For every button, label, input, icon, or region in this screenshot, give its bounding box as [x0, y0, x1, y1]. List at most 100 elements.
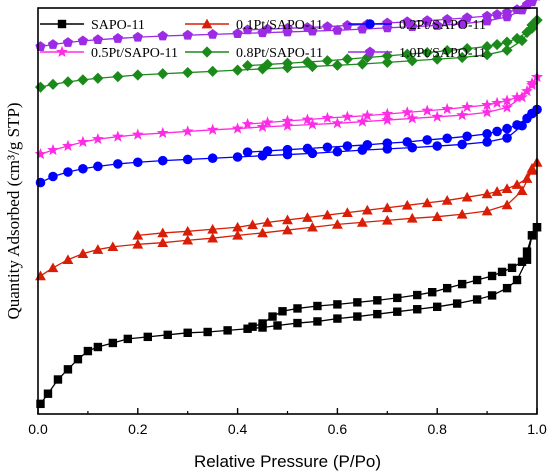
data-point: [93, 342, 103, 352]
data-point: [331, 59, 343, 71]
data-point: [331, 117, 344, 129]
data-point: [422, 15, 433, 25]
data-point: [431, 53, 443, 65]
data-point: [522, 113, 532, 124]
data-point: [361, 51, 373, 64]
data-point: [232, 28, 243, 38]
data-point: [461, 191, 473, 202]
data-point: [77, 135, 89, 147]
data-point: [78, 163, 88, 174]
data-point: [342, 20, 353, 30]
series-4-desorption-line: [247, 76, 538, 125]
data-point: [491, 96, 503, 109]
data-point: [481, 40, 493, 53]
data-point: [472, 295, 482, 304]
data-point: [501, 44, 513, 56]
data-point: [482, 137, 492, 147]
data-point: [157, 227, 169, 238]
data-point: [456, 108, 469, 121]
data-point: [182, 66, 194, 79]
data-point: [207, 232, 219, 243]
data-point: [47, 143, 59, 156]
data-point: [232, 152, 243, 162]
data-point: [432, 20, 443, 30]
data-point: [491, 38, 503, 51]
data-point: [47, 78, 59, 90]
data-point: [278, 307, 287, 316]
data-point: [206, 123, 219, 135]
data-point: [522, 255, 532, 264]
data-point: [502, 283, 512, 293]
data-point: [332, 24, 343, 35]
data-point: [356, 216, 368, 227]
data-point: [321, 111, 334, 124]
data-point: [516, 185, 528, 196]
data-point: [181, 125, 194, 137]
x-tick-label: 0.4: [228, 421, 248, 437]
data-point: [77, 248, 89, 258]
data-point: [231, 122, 244, 134]
data-point: [462, 12, 473, 23]
data-point: [34, 81, 47, 93]
data-point: [282, 224, 293, 235]
data-point: [281, 119, 294, 131]
data-point: [268, 312, 277, 321]
x-tick-label: 0.8: [427, 421, 447, 437]
data-point: [527, 231, 537, 240]
data-point: [382, 17, 393, 28]
data-point: [333, 300, 342, 309]
data-point: [281, 57, 294, 69]
data-point: [203, 327, 212, 337]
data-point: [421, 197, 433, 208]
data-point: [207, 153, 218, 164]
x-axis-title: Relative Pressure (P/Po): [194, 452, 381, 471]
data-point: [182, 234, 194, 245]
data-point: [302, 212, 313, 222]
data-point: [62, 37, 74, 47]
data-point: [132, 31, 143, 42]
data-point: [401, 199, 413, 210]
data-point: [262, 23, 273, 34]
data-point: [501, 199, 513, 210]
data-point: [341, 53, 353, 65]
data-point: [242, 147, 253, 157]
data-point: [457, 139, 467, 150]
y-axis-title: Quantity Adsorbed (cm³/g STP): [4, 102, 23, 319]
data-point: [373, 309, 382, 319]
data-point: [481, 188, 493, 199]
data-point: [108, 338, 118, 348]
legend-label: 0.8Pt/SAPO-11: [236, 46, 323, 61]
data-point: [93, 161, 103, 172]
data-point: [482, 129, 492, 139]
data-point: [256, 63, 269, 75]
data-point: [472, 275, 482, 285]
data-point: [157, 68, 169, 80]
data-point: [53, 375, 63, 384]
data-point: [452, 299, 462, 308]
data-point: [257, 227, 268, 238]
series-1-desorption-line: [252, 226, 538, 328]
legend-item: 0.2Pt/SAPO-11: [348, 18, 486, 33]
legend-marker: [365, 19, 375, 29]
data-point: [461, 43, 473, 55]
data-point: [401, 48, 413, 60]
data-point: [241, 60, 254, 72]
data-point: [521, 0, 533, 10]
data-point: [183, 328, 192, 337]
data-point: [512, 120, 522, 130]
data-point: [133, 157, 143, 168]
data-point: [293, 318, 302, 328]
data-point: [182, 225, 194, 236]
legend-item: 1.0Pt/SAPO-11: [348, 46, 486, 61]
data-point: [491, 9, 503, 19]
data-point: [361, 109, 374, 121]
data-point: [322, 142, 333, 153]
data-point: [353, 312, 362, 321]
data-point: [306, 60, 319, 73]
data-point: [47, 262, 59, 273]
legend-marker: [56, 45, 68, 58]
x-tick-label: 0.0: [28, 421, 48, 437]
data-point: [441, 195, 453, 205]
data-point: [481, 106, 493, 118]
data-point: [163, 330, 172, 340]
